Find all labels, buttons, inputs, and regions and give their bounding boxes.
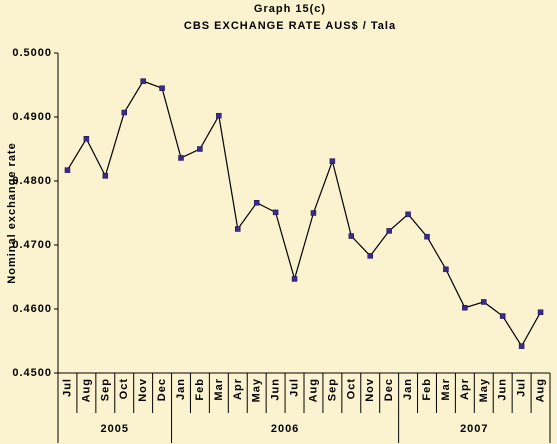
x-tick-label: Nov [364, 378, 376, 402]
x-tick-label: Jul [61, 378, 73, 397]
data-line [66, 80, 542, 348]
x-tick-label: Jan [402, 378, 414, 400]
chart-title: Graph 15(c) [254, 3, 326, 15]
data-marker [329, 158, 336, 164]
data-marker [405, 211, 411, 218]
x-tick-label: Feb [421, 378, 433, 401]
data-marker [424, 233, 430, 240]
data-marker [481, 299, 487, 305]
data-marker [367, 253, 373, 259]
data-marker [386, 228, 392, 234]
data-marker [64, 167, 71, 173]
y-tick-label: 0.5000 [12, 47, 52, 59]
y-axis-label: Nominal exchange rate [6, 142, 18, 283]
y-tick-label: 0.4500 [12, 367, 52, 379]
x-tick-label: Oct [345, 378, 357, 399]
data-marker [178, 155, 184, 161]
data-marker [518, 343, 525, 349]
group-label: 2006 [271, 423, 299, 435]
x-tick-label: Mar [440, 378, 452, 401]
data-marker [462, 304, 468, 311]
data-marker [83, 136, 90, 142]
data-marker [443, 266, 449, 273]
x-tick-label: Sep [326, 378, 338, 401]
chart-subtitle: CBS EXCHANGE RATE AUS$ / Tala [184, 20, 396, 32]
data-marker [197, 146, 203, 152]
x-tick-label: Oct [118, 378, 130, 399]
x-tick-label: Aug [535, 378, 547, 402]
y-tick-label: 0.4900 [12, 111, 52, 123]
data-marker [310, 210, 317, 216]
x-tick-label: Aug [80, 378, 92, 402]
x-tick-label: Apr [232, 378, 244, 400]
data-marker [291, 276, 298, 282]
x-tick-label: Aug [307, 378, 319, 402]
data-marker [348, 233, 355, 239]
x-tick-label: Feb [194, 378, 206, 401]
x-tick-label: Jun [497, 378, 509, 401]
y-tick-label: 0.4800 [12, 175, 52, 187]
x-tick-label: Nov [137, 378, 149, 402]
data-marker [499, 313, 506, 319]
group-label: 2005 [101, 423, 129, 435]
x-tick-label: Sep [99, 378, 111, 401]
data-marker [235, 226, 241, 232]
x-tick-label: Dec [156, 378, 168, 401]
x-tick-label: May [251, 378, 263, 402]
group-label: 2007 [460, 423, 488, 435]
data-marker [102, 173, 109, 179]
data-marker [159, 85, 165, 91]
x-tick-label: Mar [213, 378, 225, 401]
data-marker [140, 78, 146, 84]
data-marker [253, 200, 260, 206]
y-tick-label: 0.4600 [12, 303, 52, 315]
x-tick-label: Apr [459, 378, 471, 400]
x-tick-label: Jun [270, 378, 282, 401]
x-tick-label: Jul [516, 378, 528, 397]
data-marker [121, 109, 127, 116]
y-tick-label: 0.4700 [12, 239, 52, 251]
data-marker [216, 112, 222, 119]
x-tick-label: Dec [383, 378, 395, 401]
x-tick-label: Jul [289, 378, 301, 397]
data-marker [272, 209, 279, 216]
data-marker [537, 309, 544, 315]
x-tick-label: Jan [175, 378, 187, 400]
x-tick-label: May [478, 378, 490, 402]
